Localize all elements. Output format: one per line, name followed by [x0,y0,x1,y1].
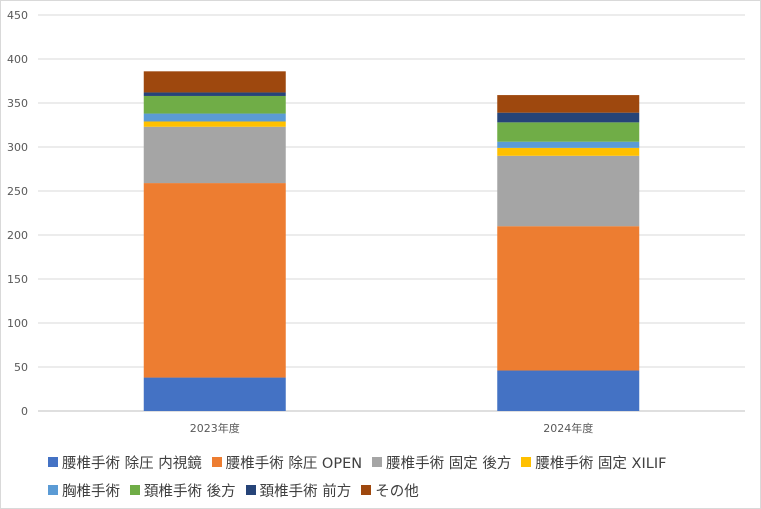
y-tick-label: 100 [7,317,28,330]
bar-segment [497,147,640,156]
y-tick-label: 50 [14,361,28,374]
bar-segment [143,95,286,114]
bar-segment [497,122,640,142]
legend-item: 腰椎手術 固定 XILIF [521,452,666,473]
bar-segment [497,155,640,227]
x-tick-label: 2024年度 [543,421,593,435]
legend-swatch [245,485,256,495]
y-tick-label: 300 [7,141,28,154]
legend-label: 腰椎手術 除圧 OPEN [225,455,363,472]
legend-item: その他 [361,480,419,501]
legend-item: 頚椎手術 前方 [245,480,352,501]
legend-label: 腰椎手術 固定 XILIF [535,455,667,472]
legend-label: 頚椎手術 後方 [144,483,236,500]
bar-segment [497,141,640,148]
bar-segment [143,377,286,411]
legend-item: 胸椎手術 [48,480,120,501]
y-tick-label: 0 [21,405,28,418]
legend-row: 腰椎手術 除圧 内視鏡 腰椎手術 除圧 OPEN 腰椎手術 固定 後方 腰椎手術 固定… [48,448,748,476]
bar-segment [143,121,286,127]
y-tick-label: 250 [7,185,28,198]
legend-label: 腰椎手術 固定 後方 [386,455,512,472]
bar-segment [143,126,286,184]
legend-swatch [48,485,58,495]
legend-item: 腰椎手術 除圧 内視鏡 [48,452,202,473]
legend-swatch [211,457,222,467]
bar-segment [497,226,640,371]
legend-label: 腰椎手術 除圧 内視鏡 [62,455,202,472]
y-tick-label: 150 [7,273,28,286]
legend-item: 腰椎手術 除圧 OPEN [211,452,363,473]
legend-label: その他 [375,483,419,500]
y-tick-label: 200 [7,229,28,242]
legend-swatch [130,485,140,495]
y-tick-label: 400 [7,53,28,66]
legend-swatch [48,457,58,467]
bar-segment [143,113,286,122]
legend-swatch [521,457,532,467]
bar-segment [143,92,286,96]
legend-label: 頚椎手術 前方 [259,483,352,500]
x-tick-label: 2023年度 [190,421,240,435]
legend-swatch [372,457,383,467]
bars [143,71,640,411]
y-tick-label: 350 [7,97,28,110]
legend-row: 胸椎手術 頚椎手術 後方 頚椎手術 前方 その他 [48,476,748,504]
bar-segment [497,370,640,411]
legend: 腰椎手術 除圧 内視鏡 腰椎手術 除圧 OPEN 腰椎手術 固定 後方 腰椎手術 固定… [48,448,748,504]
bar-segment [497,95,640,113]
legend-item: 腰椎手術 固定 後方 [372,452,511,473]
bar-segment [497,112,640,123]
legend-swatch [361,485,372,495]
legend-label: 胸椎手術 [62,483,120,500]
bar-segment [143,183,286,378]
x-axis-labels: 2023年度 2024年度 [190,421,594,435]
y-axis-ticks: 0 50 100 150 200 250 300 350 400 450 [7,9,28,418]
legend-item: 頚椎手術 後方 [130,480,236,501]
bar-segment [143,71,286,93]
y-tick-label: 450 [7,9,28,22]
